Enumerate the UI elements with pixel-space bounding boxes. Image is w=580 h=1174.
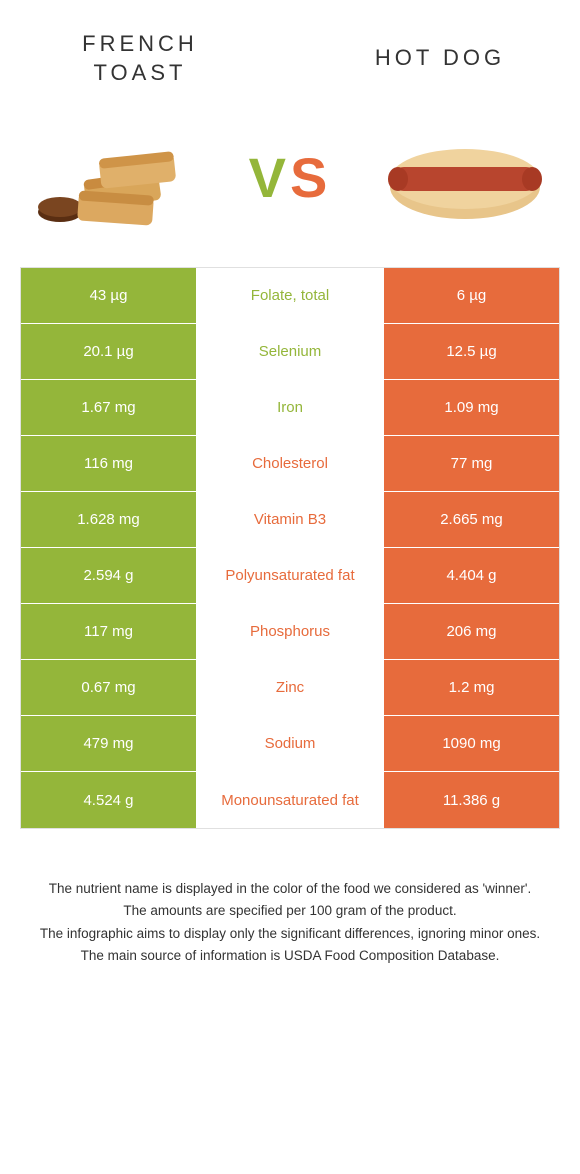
- right-value: 206 mg: [384, 604, 559, 659]
- left-value: 43 µg: [21, 268, 196, 323]
- nutrient-label: Monounsaturated fat: [196, 772, 384, 828]
- table-row: 43 µgFolate, total6 µg: [21, 268, 559, 324]
- table-row: 0.67 mgZinc1.2 mg: [21, 660, 559, 716]
- left-title-line1: French: [82, 31, 198, 56]
- nutrient-label: Polyunsaturated fat: [196, 548, 384, 603]
- right-food-title: Hot dog: [340, 44, 540, 73]
- table-row: 4.524 gMonounsaturated fat11.386 g: [21, 772, 559, 828]
- left-value: 1.67 mg: [21, 380, 196, 435]
- table-row: 479 mgSodium1090 mg: [21, 716, 559, 772]
- right-value: 6 µg: [384, 268, 559, 323]
- left-value: 1.628 mg: [21, 492, 196, 547]
- right-value: 11.386 g: [384, 772, 559, 828]
- nutrient-label: Folate, total: [196, 268, 384, 323]
- left-value: 20.1 µg: [21, 324, 196, 379]
- french-toast-image: [30, 117, 200, 237]
- footer-line-3: The infographic aims to display only the…: [30, 924, 550, 944]
- images-row: VS: [0, 107, 580, 267]
- right-value: 1.2 mg: [384, 660, 559, 715]
- table-row: 117 mgPhosphorus206 mg: [21, 604, 559, 660]
- left-value: 116 mg: [21, 436, 196, 491]
- right-value: 1090 mg: [384, 716, 559, 771]
- right-value: 77 mg: [384, 436, 559, 491]
- footer-line-4: The main source of information is USDA F…: [30, 946, 550, 966]
- nutrient-label: Zinc: [196, 660, 384, 715]
- footer-line-2: The amounts are specified per 100 gram o…: [30, 901, 550, 921]
- left-value: 2.594 g: [21, 548, 196, 603]
- table-row: 20.1 µgSelenium12.5 µg: [21, 324, 559, 380]
- nutrient-table: 43 µgFolate, total6 µg20.1 µgSelenium12.…: [20, 267, 560, 829]
- footer-notes: The nutrient name is displayed in the co…: [0, 829, 580, 988]
- nutrient-label: Cholesterol: [196, 436, 384, 491]
- table-row: 1.67 mgIron1.09 mg: [21, 380, 559, 436]
- hotdog-image: [380, 117, 550, 237]
- right-value: 12.5 µg: [384, 324, 559, 379]
- nutrient-label: Sodium: [196, 716, 384, 771]
- right-value: 4.404 g: [384, 548, 559, 603]
- left-food-title: French toast: [40, 30, 240, 87]
- left-value: 479 mg: [21, 716, 196, 771]
- table-row: 116 mgCholesterol77 mg: [21, 436, 559, 492]
- left-value: 117 mg: [21, 604, 196, 659]
- nutrient-label: Vitamin B3: [196, 492, 384, 547]
- nutrient-label: Phosphorus: [196, 604, 384, 659]
- footer-line-1: The nutrient name is displayed in the co…: [30, 879, 550, 899]
- nutrient-label: Iron: [196, 380, 384, 435]
- header: French toast Hot dog: [0, 0, 580, 107]
- right-value: 1.09 mg: [384, 380, 559, 435]
- nutrient-label: Selenium: [196, 324, 384, 379]
- vs-label: VS: [249, 145, 332, 210]
- table-row: 1.628 mgVitamin B32.665 mg: [21, 492, 559, 548]
- left-value: 0.67 mg: [21, 660, 196, 715]
- right-value: 2.665 mg: [384, 492, 559, 547]
- left-value: 4.524 g: [21, 772, 196, 828]
- left-title-line2: toast: [94, 60, 187, 85]
- table-row: 2.594 gPolyunsaturated fat4.404 g: [21, 548, 559, 604]
